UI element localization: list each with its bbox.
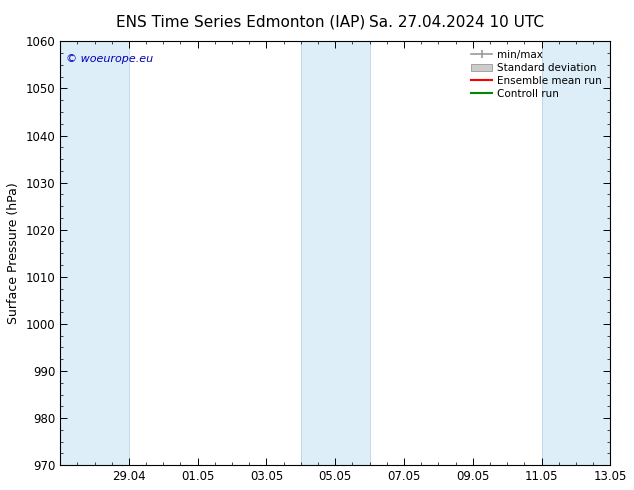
Bar (60, 41, 129, 465)
Legend: min/max, Standard deviation, Ensemble mean run, Controll run: min/max, Standard deviation, Ensemble me… (468, 47, 605, 102)
Y-axis label: Surface Pressure (hPa): Surface Pressure (hPa) (7, 182, 20, 324)
Text: ENS Time Series Edmonton (IAP): ENS Time Series Edmonton (IAP) (116, 15, 366, 30)
Bar (541, 41, 611, 465)
Text: © woeurope.eu: © woeurope.eu (65, 54, 153, 64)
Text: Sa. 27.04.2024 10 UTC: Sa. 27.04.2024 10 UTC (369, 15, 544, 30)
Bar (301, 41, 370, 465)
